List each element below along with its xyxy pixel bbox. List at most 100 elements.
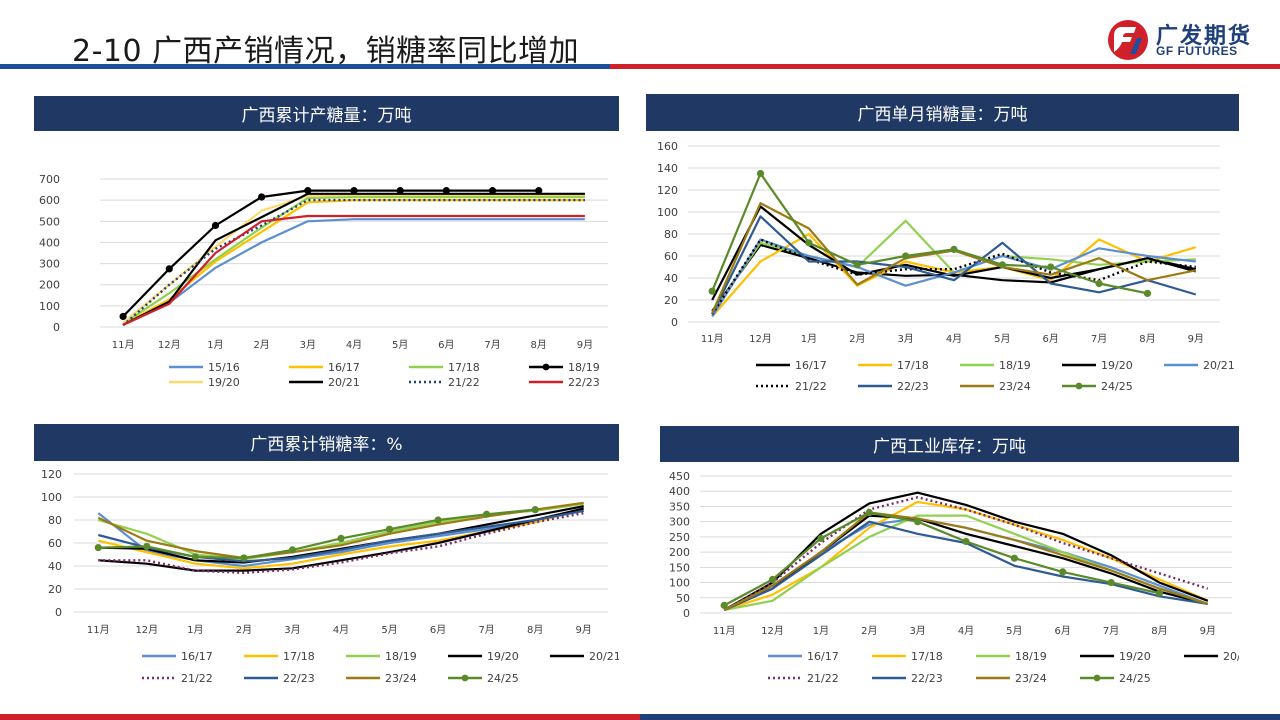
series-point-24-25 (853, 261, 861, 269)
y-tick-label: 600 (39, 194, 60, 207)
x-tick-label: 11月 (87, 624, 110, 636)
series-line-17-18 (723, 500, 1209, 612)
series-point-24-25 (950, 245, 958, 253)
y-tick-label: 0 (671, 316, 678, 329)
series-point-24-25 (998, 261, 1006, 269)
panel-title: 广西工业库存：万吨 (873, 436, 1026, 457)
x-tick-label: 6月 (430, 624, 446, 636)
x-tick-label: 3月 (909, 625, 925, 637)
y-tick-label: 50 (676, 592, 690, 605)
series-line-21-22 (98, 511, 584, 575)
series-point-24-25 (1095, 279, 1103, 288)
series-point-18-19 (119, 312, 127, 321)
y-tick-label: 400 (669, 485, 690, 498)
series-point-24-25 (817, 534, 825, 543)
legend-label: 24/25 (1101, 380, 1133, 393)
series-point-24-25 (531, 506, 539, 514)
series-point-24-25 (720, 601, 728, 609)
series-point-24-25 (1107, 578, 1115, 587)
y-tick-label: 0 (53, 321, 60, 334)
legend-label: 23/24 (1015, 672, 1047, 685)
panel-title: 广西单月销糖量：万吨 (857, 105, 1028, 125)
y-tick-label: 140 (657, 162, 678, 175)
footer-rule-blue (640, 714, 1280, 720)
y-tick-label: 60 (664, 250, 678, 263)
y-tick-label: 100 (657, 206, 678, 219)
legend-label: 19/20 (487, 650, 519, 663)
y-tick-label: 0 (55, 606, 62, 619)
legend-label: 21/22 (795, 380, 827, 393)
series-line-18-19 (122, 189, 539, 318)
series-point-24-25 (434, 516, 442, 524)
legend-label: 19/20 (1101, 359, 1133, 372)
y-tick-label: 0 (683, 607, 690, 620)
legend-label: 16/17 (795, 359, 827, 372)
legend-label: 20/21 (1203, 359, 1235, 372)
x-tick-label: 8月 (1151, 625, 1167, 637)
legend-label: 21/22 (181, 672, 213, 685)
series-point-24-25 (483, 510, 491, 518)
y-tick-label: 120 (657, 184, 678, 197)
x-tick-label: 6月 (1043, 333, 1059, 345)
x-tick-label: 11月 (112, 339, 135, 351)
x-tick-label: 6月 (1055, 625, 1071, 637)
x-tick-label: 2月 (253, 339, 269, 351)
x-tick-label: 5月 (1006, 625, 1022, 637)
series-point-18-19 (350, 187, 358, 195)
x-tick-label: 1月 (207, 339, 223, 351)
legend-label: 19/20 (208, 376, 240, 389)
x-tick-label: 5月 (381, 624, 397, 636)
y-tick-label: 700 (39, 173, 60, 186)
series-line-20-21 (122, 192, 585, 326)
logo-chinese-text: 广发期货 (1156, 24, 1253, 49)
series-line-22-23 (122, 214, 585, 326)
series-point-24-25 (805, 239, 813, 247)
y-tick-label: 200 (39, 279, 60, 292)
x-tick-label: 9月 (1200, 625, 1216, 637)
legend-label: 20/21 (1223, 650, 1239, 663)
legend-label: 20/21 (328, 376, 360, 389)
chart-sales-rate: 0 20 40 60 80 100 120 11月 12月 1月 2月 3月 4月 5月 6月 7月 8月 9月 1… (41, 468, 619, 685)
series-line-21-22 (122, 198, 585, 327)
legend-label: 17/18 (448, 361, 480, 374)
title-rule-blue (0, 64, 610, 69)
series-line-19-20 (723, 491, 1209, 611)
legend-label: 20/21 (589, 650, 619, 663)
series-point-24-25 (240, 554, 248, 562)
series-point-24-25 (708, 287, 716, 295)
series-point-24-25 (337, 534, 345, 542)
legend-label: 18/19 (999, 359, 1031, 372)
legend-marker (1075, 382, 1083, 390)
x-tick-label: 7月 (1091, 333, 1107, 345)
series-line-19-20 (122, 193, 585, 324)
series-line-18-19 (711, 219, 1196, 314)
x-tick-label: 7月 (478, 624, 494, 636)
series-line-22-23 (711, 215, 1197, 315)
series-point-24-25 (1143, 289, 1152, 297)
x-tick-label: 12月 (158, 339, 181, 351)
x-tick-label: 1月 (187, 624, 203, 636)
legend-label: 18/19 (385, 650, 417, 663)
x-tick-label: 8月 (531, 339, 547, 351)
page-title: 2-10 广西产销情况，销糖率同比增加 (72, 34, 580, 69)
x-tick-label: 3月 (897, 333, 913, 345)
series-line-24-25 (98, 508, 536, 560)
x-tick-label: 12月 (135, 624, 158, 636)
series-line-23-24 (97, 501, 584, 560)
legend-label: 16/17 (181, 650, 213, 663)
series-point-18-19 (304, 187, 312, 195)
series-line-21-22 (723, 496, 1209, 612)
legend-label: 17/18 (911, 650, 943, 663)
y-tick-label: 250 (669, 531, 690, 544)
panel-title: 广西累计销糖率：% (250, 435, 403, 455)
series-point-24-25 (865, 508, 873, 517)
gf-futures-logo: 广发期货 GF FUTURES (1104, 16, 1264, 64)
x-tick-label: 2月 (861, 625, 877, 637)
legend-label: 22/23 (283, 672, 315, 685)
series-line-20-21 (711, 238, 1196, 318)
x-tick-label: 9月 (576, 624, 592, 636)
legend-marker (1093, 674, 1101, 682)
series-point-24-25 (94, 544, 102, 552)
x-tick-label: 9月 (577, 339, 593, 351)
series-point-18-19 (258, 193, 266, 201)
